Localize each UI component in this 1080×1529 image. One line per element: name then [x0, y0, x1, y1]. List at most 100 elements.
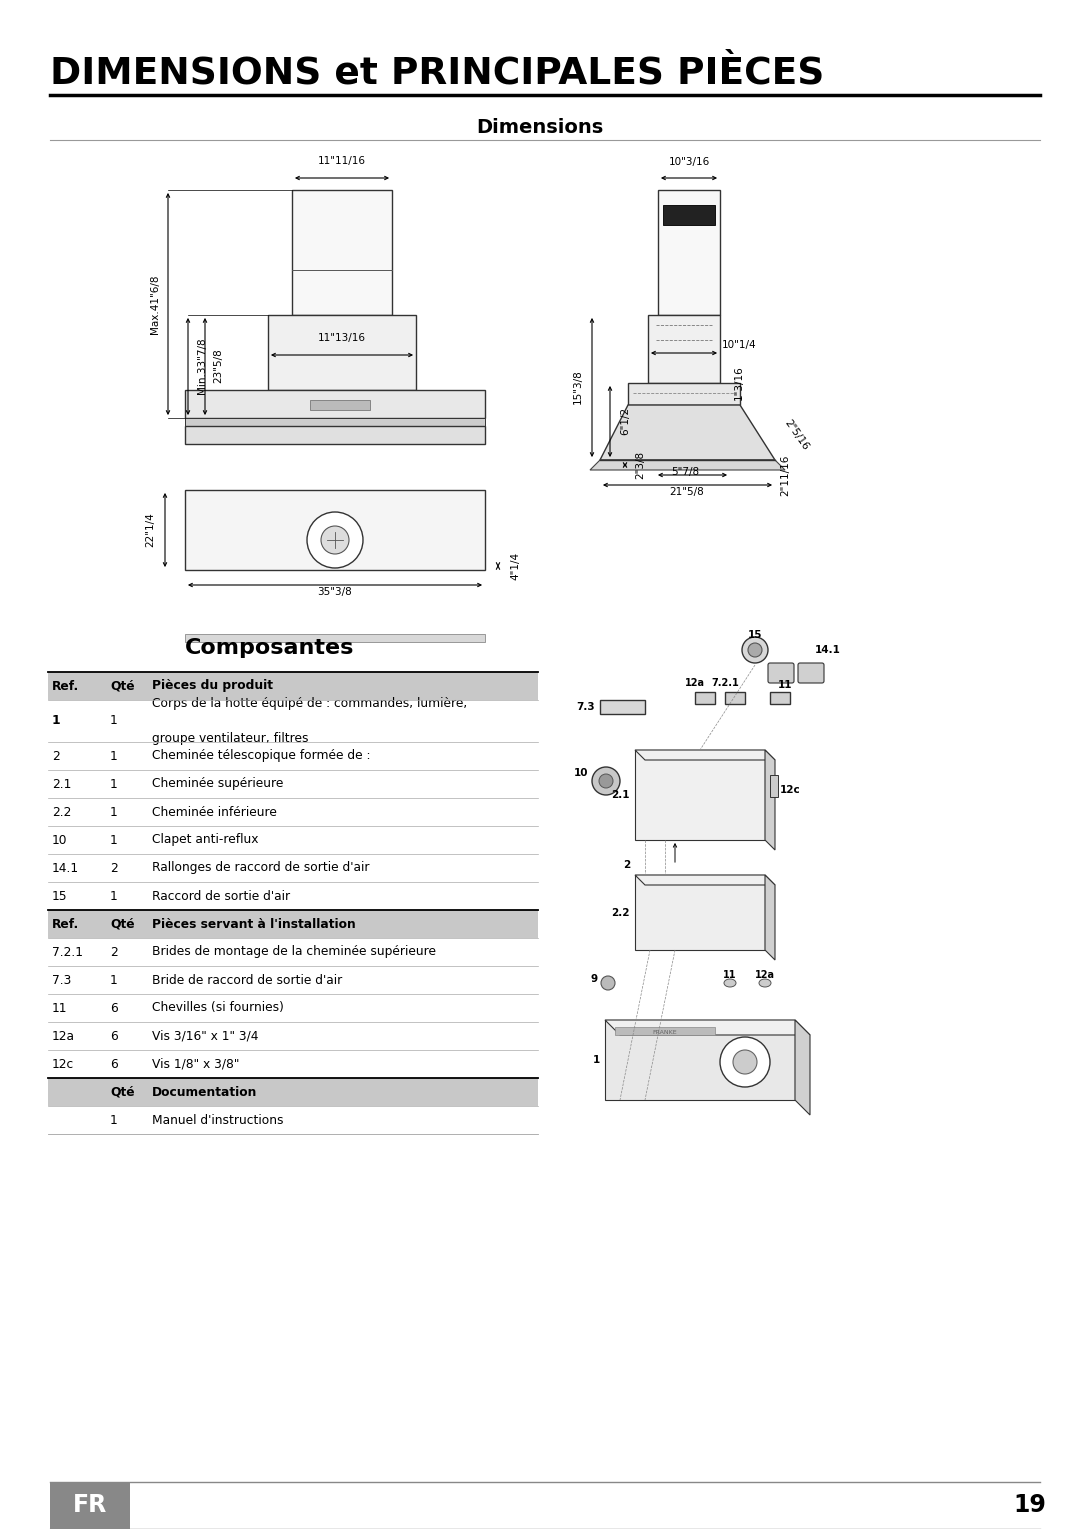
Text: Composantes: Composantes: [186, 638, 354, 657]
Text: Qté: Qté: [110, 1086, 135, 1098]
Text: 2"5/16: 2"5/16: [782, 417, 810, 453]
Bar: [48, 910, 538, 937]
Text: 11: 11: [52, 1001, 67, 1015]
Text: 5"7/8: 5"7/8: [671, 466, 699, 477]
Text: 14.1: 14.1: [815, 645, 841, 654]
Text: Qté: Qté: [110, 917, 135, 931]
Bar: [310, 401, 370, 410]
Bar: [50, 1482, 130, 1529]
Bar: [48, 1078, 538, 1105]
Text: Vis 3/16" x 1" 3/4: Vis 3/16" x 1" 3/4: [152, 1029, 258, 1043]
Text: 12c: 12c: [780, 784, 800, 795]
Text: 10"3/16: 10"3/16: [669, 157, 710, 167]
Bar: [605, 1020, 795, 1099]
Text: 1: 1: [110, 890, 118, 902]
Circle shape: [733, 1050, 757, 1073]
Bar: [185, 489, 485, 570]
Text: 12a: 12a: [755, 969, 775, 980]
Text: 1: 1: [52, 714, 60, 728]
Text: 11: 11: [724, 969, 737, 980]
Polygon shape: [590, 460, 785, 469]
Polygon shape: [765, 875, 775, 960]
Text: Manuel d'instructions: Manuel d'instructions: [152, 1113, 283, 1127]
Bar: [48, 994, 538, 1021]
Text: 2"11/16: 2"11/16: [780, 454, 789, 495]
Text: 10: 10: [573, 768, 588, 778]
Text: 22"1/4: 22"1/4: [145, 512, 156, 547]
Text: 1"3/16: 1"3/16: [734, 365, 744, 401]
Bar: [627, 382, 740, 405]
Text: DIMENSIONS et PRINCIPALES PIÈCES: DIMENSIONS et PRINCIPALES PIÈCES: [50, 55, 824, 92]
Bar: [48, 966, 538, 994]
Text: Min.33"7/8: Min.33"7/8: [197, 338, 207, 394]
Circle shape: [600, 976, 615, 989]
Bar: [648, 315, 720, 382]
Circle shape: [599, 774, 613, 787]
Text: 11"11/16: 11"11/16: [318, 156, 366, 167]
Bar: [658, 190, 720, 315]
Text: 9: 9: [591, 974, 598, 985]
Text: 21"5/8: 21"5/8: [670, 488, 704, 497]
Bar: [48, 771, 538, 798]
Circle shape: [307, 512, 363, 567]
Text: 12a: 12a: [52, 1029, 75, 1043]
Circle shape: [748, 644, 762, 657]
Bar: [635, 751, 765, 839]
Text: Raccord de sortie d'air: Raccord de sortie d'air: [152, 890, 291, 902]
Text: 2: 2: [623, 859, 630, 870]
Polygon shape: [795, 1020, 810, 1115]
Bar: [185, 417, 485, 427]
Bar: [48, 826, 538, 855]
Text: 1: 1: [110, 974, 118, 986]
Text: FRANKE: FRANKE: [652, 1029, 677, 1035]
Circle shape: [321, 526, 349, 553]
Bar: [48, 798, 538, 826]
Text: Max.41"6/8: Max.41"6/8: [150, 274, 160, 333]
Text: 2.2: 2.2: [611, 908, 630, 917]
Polygon shape: [635, 875, 775, 885]
Bar: [770, 775, 778, 797]
Text: 2.1: 2.1: [52, 778, 71, 790]
Bar: [600, 700, 645, 714]
Text: Pièces du produit: Pièces du produit: [152, 679, 273, 693]
Text: 6: 6: [110, 1029, 118, 1043]
Text: 4"1/4: 4"1/4: [510, 552, 519, 579]
Text: Ref.: Ref.: [52, 679, 79, 693]
Polygon shape: [600, 405, 775, 460]
Text: 2"3/8: 2"3/8: [635, 451, 645, 479]
Text: Cheminée supérieure: Cheminée supérieure: [152, 778, 283, 790]
Bar: [292, 190, 392, 315]
Bar: [48, 1105, 538, 1135]
Text: Rallonges de raccord de sortie d'air: Rallonges de raccord de sortie d'air: [152, 861, 369, 875]
Circle shape: [720, 1037, 770, 1087]
Ellipse shape: [724, 979, 735, 988]
Text: Clapet anti-reflux: Clapet anti-reflux: [152, 833, 258, 847]
Text: 7.2.1: 7.2.1: [52, 945, 83, 959]
Bar: [663, 205, 715, 225]
Text: 6: 6: [110, 1001, 118, 1015]
Text: Ref.: Ref.: [52, 917, 79, 931]
Text: 15: 15: [52, 890, 68, 902]
Bar: [185, 635, 485, 642]
Text: 6: 6: [110, 1058, 118, 1070]
Text: 7.3: 7.3: [52, 974, 71, 986]
Bar: [48, 882, 538, 910]
Text: 35"3/8: 35"3/8: [318, 587, 352, 596]
Text: Bride de raccord de sortie d'air: Bride de raccord de sortie d'air: [152, 974, 342, 986]
Text: Dimensions: Dimensions: [476, 118, 604, 138]
Text: groupe ventilateur, filtres: groupe ventilateur, filtres: [152, 732, 309, 745]
Text: 1: 1: [110, 806, 118, 818]
Text: 15: 15: [747, 630, 762, 641]
Bar: [185, 427, 485, 443]
Bar: [48, 700, 538, 742]
Text: 2: 2: [52, 749, 59, 763]
Polygon shape: [765, 751, 775, 850]
Text: 1: 1: [110, 714, 118, 728]
Polygon shape: [605, 1020, 810, 1035]
Text: 6"1/2: 6"1/2: [620, 407, 630, 436]
Text: 14.1: 14.1: [52, 861, 79, 875]
Text: 7.3: 7.3: [577, 702, 595, 713]
Text: FR: FR: [72, 1492, 107, 1517]
Text: 2.1: 2.1: [611, 790, 630, 800]
Text: 12a: 12a: [685, 677, 705, 688]
